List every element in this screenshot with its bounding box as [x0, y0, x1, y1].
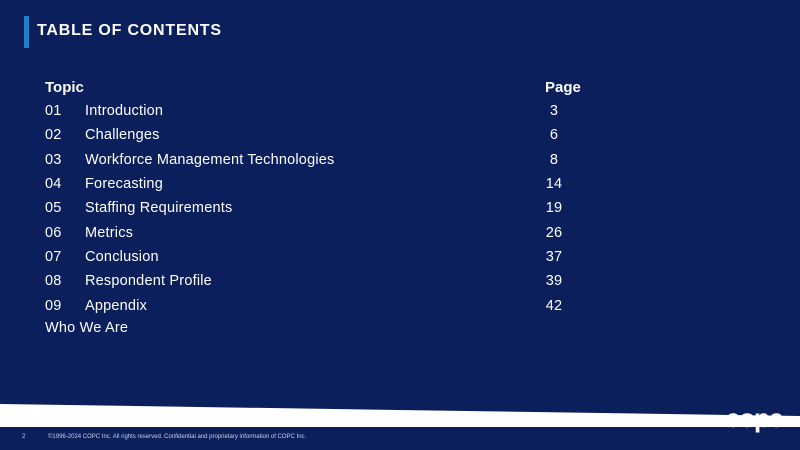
- toc-item-page: 14: [545, 176, 563, 193]
- toc-item-page: 19: [545, 200, 563, 217]
- toc-item-label: Workforce Management Technologies: [85, 151, 335, 168]
- toc-item-number: 04: [45, 176, 62, 193]
- toc-item-staffing-requirements[interactable]: 05 Staffing Requirements 19: [45, 196, 605, 220]
- toc-item-appendix[interactable]: 09 Appendix 42: [45, 293, 605, 317]
- toc-item-label: Conclusion: [85, 248, 159, 265]
- svg-text:copc: copc: [726, 405, 783, 433]
- toc-item-page: 26: [545, 224, 563, 241]
- title-accent-bar: [24, 16, 29, 48]
- toc-item-number: 08: [45, 273, 62, 290]
- copc-logo: copc: [726, 405, 784, 433]
- toc-item-number: 02: [45, 127, 62, 144]
- page-title: TABLE OF CONTENTS: [37, 22, 222, 39]
- toc-item-page: 37: [545, 248, 563, 265]
- toc-item-number: 05: [45, 200, 62, 217]
- toc-item-introduction[interactable]: 01 Introduction 3: [45, 99, 605, 123]
- toc-item-label: Introduction: [85, 103, 164, 120]
- slide-number: 2: [22, 434, 26, 440]
- toc-item-label: Respondent Profile: [85, 273, 212, 290]
- toc-item-number: 06: [45, 224, 62, 241]
- toc-item-metrics[interactable]: 06 Metrics 26: [45, 220, 605, 244]
- toc-topic-heading: Topic: [45, 79, 84, 96]
- toc-item-number: 09: [45, 297, 62, 314]
- toc-item-label: Forecasting: [85, 176, 163, 193]
- toc-item-page: 6: [549, 127, 559, 144]
- toc-item-challenges[interactable]: 02 Challenges 6: [45, 123, 605, 147]
- toc-item-forecasting[interactable]: 04 Forecasting 14: [45, 172, 605, 196]
- toc-list: 01 Introduction 3 02 Challenges 6 03 Wor…: [45, 99, 605, 318]
- toc-item-number: 01: [45, 103, 62, 120]
- toc-item-page: 3: [549, 103, 559, 120]
- toc-item-conclusion[interactable]: 07 Conclusion 37: [45, 245, 605, 269]
- toc-item-number: 03: [45, 151, 62, 168]
- toc-item-label: Metrics: [85, 224, 134, 241]
- copyright-notice: ©1996-2024 COPC Inc. All rights reserved…: [48, 434, 307, 440]
- toc-item-label: Staffing Requirements: [85, 200, 233, 217]
- toc-item-who-we-are[interactable]: Who We Are: [45, 320, 129, 336]
- toc-item-wfm-technologies[interactable]: 03 Workforce Management Technologies 8: [45, 148, 605, 172]
- toc-page-heading: Page: [545, 79, 581, 96]
- toc-item-page: 42: [545, 297, 563, 314]
- toc-item-respondent-profile[interactable]: 08 Respondent Profile 39: [45, 269, 605, 293]
- toc-item-label: Appendix: [85, 297, 148, 314]
- toc-item-page: 39: [545, 273, 563, 290]
- toc-item-number: 07: [45, 248, 62, 265]
- toc-item-label: Challenges: [85, 127, 160, 144]
- footer-wave-shape: [0, 404, 800, 427]
- toc-item-page: 8: [549, 151, 559, 168]
